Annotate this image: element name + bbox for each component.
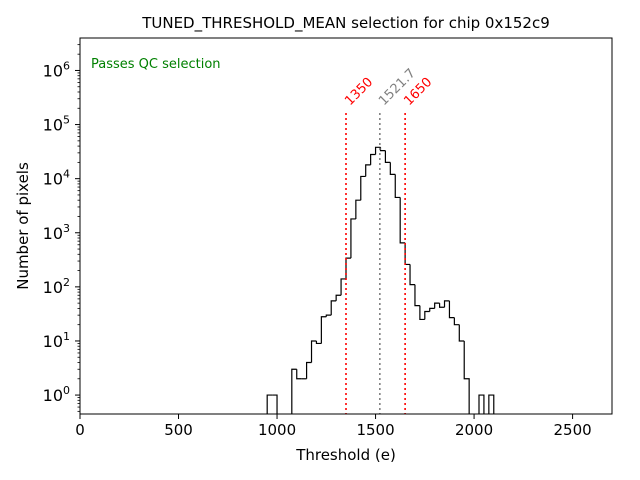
histogram-bin (374, 146, 381, 155)
x-tick-label: 1000 (258, 421, 296, 439)
histogram-bin (370, 153, 376, 165)
histogram-bin (488, 394, 495, 414)
x-axis-label: Threshold (e) (295, 446, 396, 464)
histogram-bin (315, 340, 322, 345)
histogram-bin (305, 361, 312, 379)
y-tick-label: 105 (43, 114, 70, 135)
y-tick-label: 106 (43, 59, 70, 80)
histogram-bin (399, 197, 406, 244)
x-tick-label: 2000 (455, 421, 493, 439)
histogram-bin (320, 316, 327, 344)
histogram-bin (443, 300, 450, 308)
histogram-bin (389, 162, 396, 175)
histogram-bin (409, 264, 415, 286)
x-axis-ticks: 0 500 1000 1500 2000 2500 (75, 414, 592, 439)
histogram-bin (478, 394, 485, 414)
histogram-bin (429, 307, 435, 312)
y-axis-label: Number of pixels (14, 162, 32, 290)
histogram-bin (448, 300, 455, 319)
y-tick-label: 104 (43, 168, 70, 189)
histogram-bin (296, 369, 302, 380)
x-tick-label: 2500 (553, 421, 591, 439)
chart-title: TUNED_THRESHOLD_MEAN selection for chip … (141, 14, 550, 33)
histogram-bin (384, 150, 391, 163)
x-tick-label: 0 (75, 421, 85, 439)
histogram-bin (463, 340, 470, 414)
histogram-bin (365, 164, 371, 177)
x-tick-label: 1500 (356, 421, 394, 439)
histogram-bin (419, 305, 425, 321)
x-tick-label: 500 (164, 421, 193, 439)
histogram-bin (453, 317, 460, 326)
histogram-bin (458, 324, 465, 342)
histogram-bin (360, 175, 366, 201)
histogram-bin (438, 303, 445, 308)
histogram-bin (325, 314, 332, 317)
y-tick-label: 100 (43, 384, 70, 405)
histogram-bin (394, 174, 401, 199)
histogram-bin (335, 294, 342, 301)
y-tick-label: 102 (43, 276, 70, 297)
histogram-bin (272, 394, 278, 414)
histogram-bin (291, 368, 297, 414)
threshold-line-label: 1350 (342, 75, 376, 109)
histogram-bin (355, 199, 361, 219)
annotation-passes-qc: Passes QC selection (91, 57, 221, 72)
histogram-bin (350, 218, 356, 259)
histogram-bin (424, 310, 430, 320)
y-axis-ticks: 100 101 102 103 104 105 106 (43, 44, 80, 412)
histogram-bin (266, 394, 273, 414)
y-tick-label: 103 (43, 222, 70, 243)
histogram-bin (310, 340, 317, 363)
histogram-bin (379, 147, 386, 152)
histogram-bin (434, 302, 440, 309)
histogram-bin (330, 300, 337, 316)
histogram-bin (414, 284, 420, 307)
plot-frame (79, 37, 613, 415)
y-tick-label: 101 (43, 330, 70, 351)
histogram-bin (340, 278, 346, 296)
